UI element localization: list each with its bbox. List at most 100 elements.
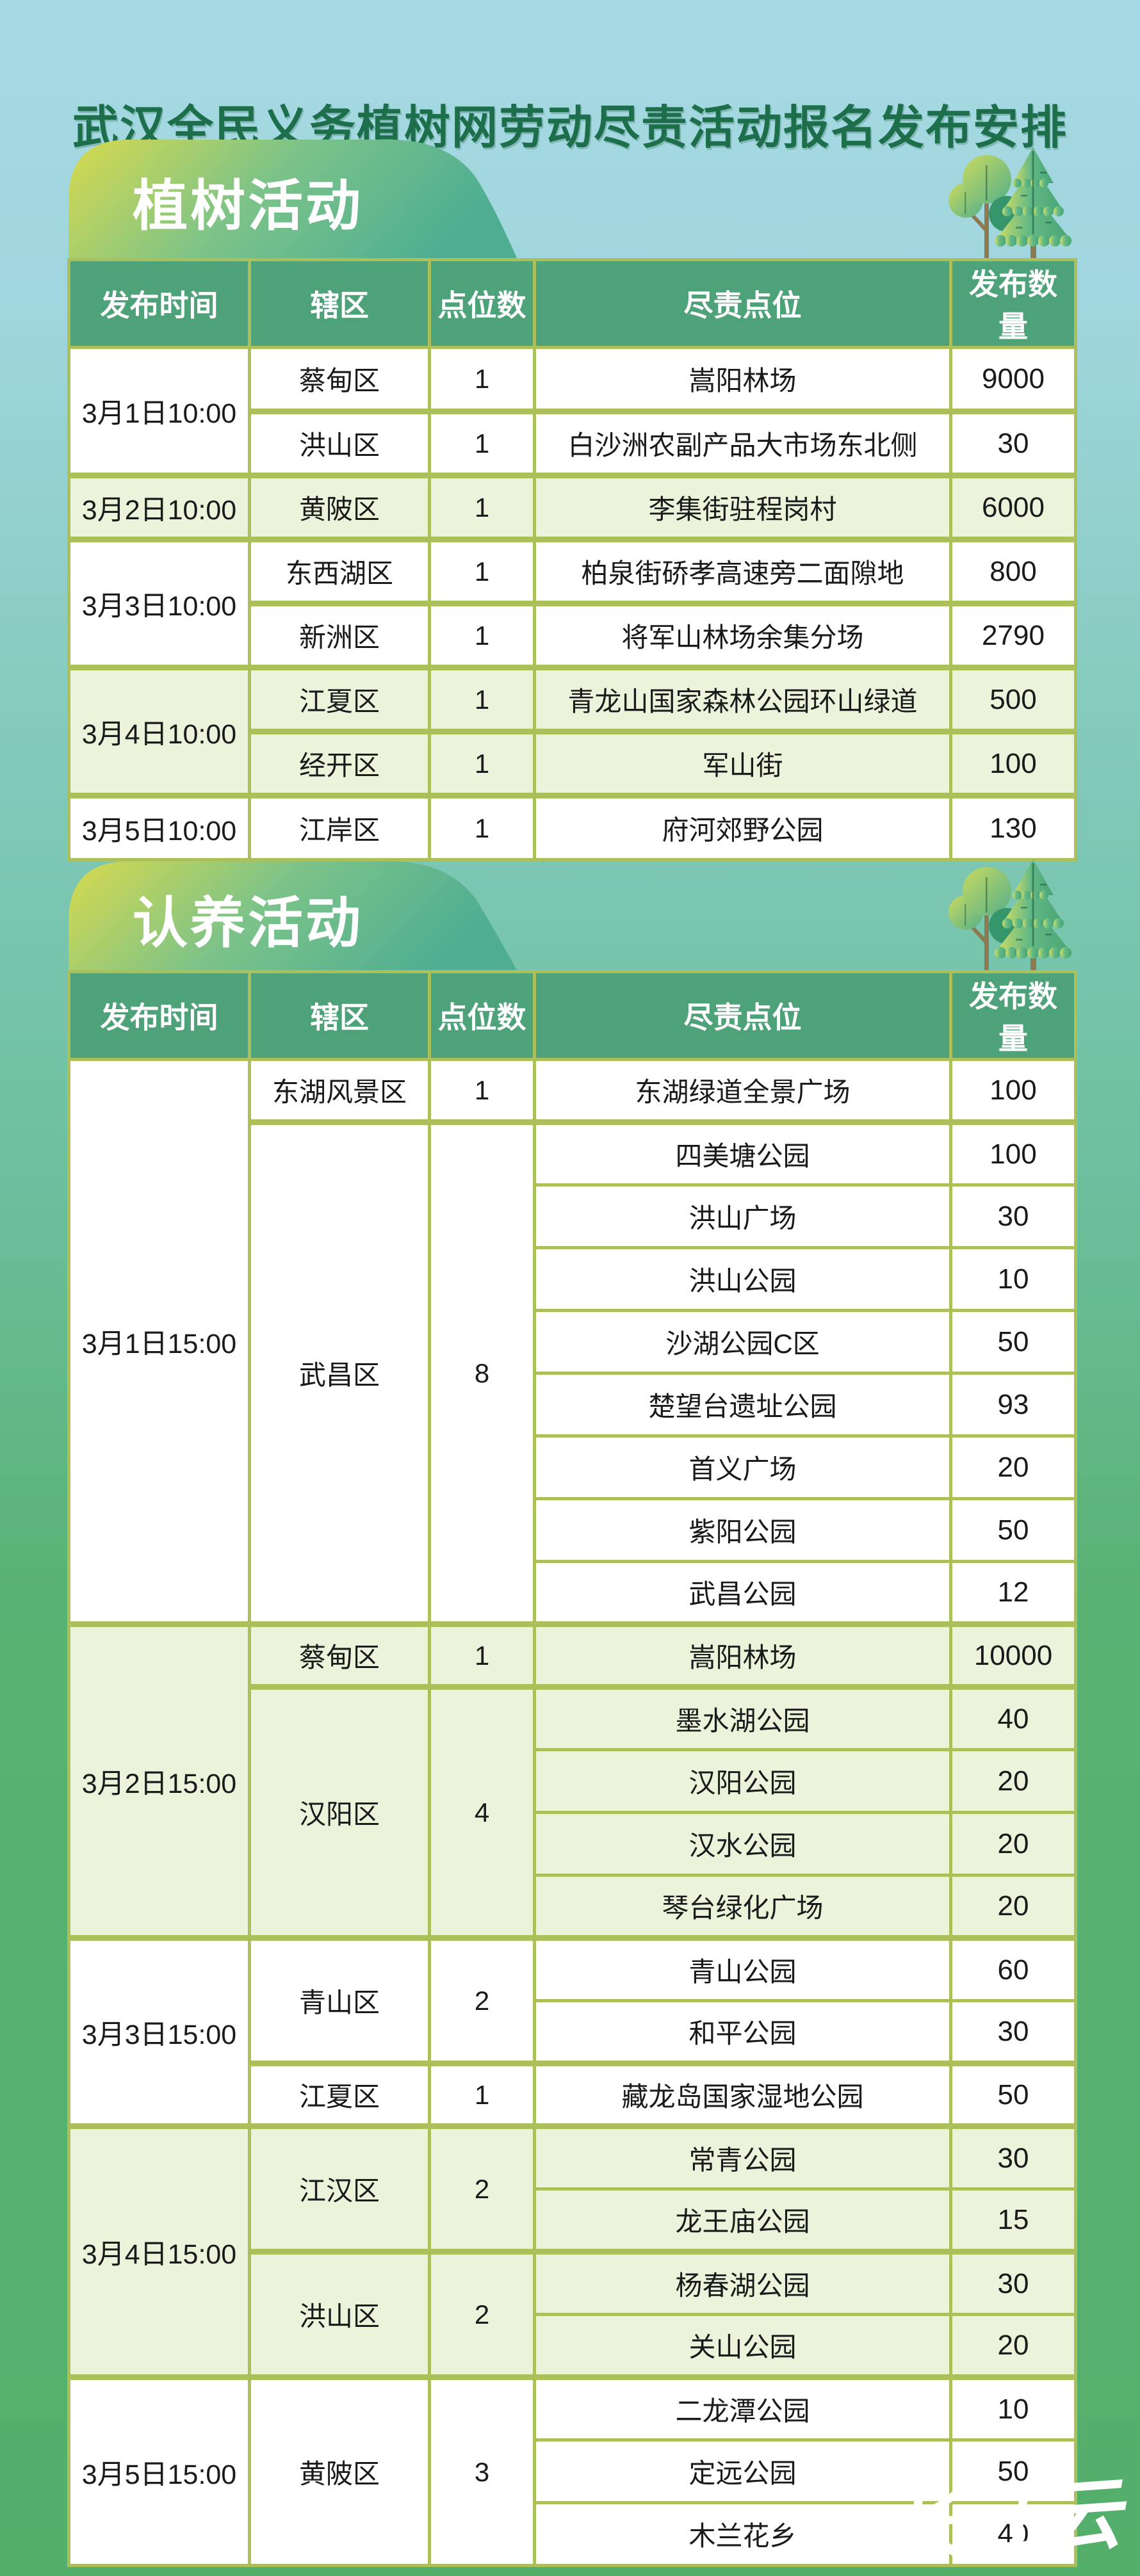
table-row: 3月1日15:00 东湖风景区 1 东湖绿道全景广场 100 (67, 1058, 1077, 1626)
cell-release-quantity: 100 (949, 1119, 1077, 1187)
cell-duty-site: 武昌公园 (533, 1560, 952, 1626)
table-row: 江夏区 1 藏龙岛国家湿地公园 50 (69, 2061, 1077, 2128)
cell-release-time: 3月1日15:00 (67, 1058, 251, 1626)
column-header: 辖区 (248, 970, 431, 1061)
table-row: 洪山区 2 杨春湖公园 30 (69, 2249, 1077, 2379)
cell-release-quantity: 30 (949, 2249, 1077, 2316)
table-row: 经开区 1 军山街 100 (69, 729, 1077, 797)
cell-release-quantity: 50 (949, 1309, 1077, 1375)
cell-release-quantity: 60 (949, 1935, 1077, 2002)
cell-release-time: 3月3日10:00 (67, 537, 251, 669)
cell-points-count: 1 (428, 537, 536, 605)
table-row: 新洲区 1 将军山林场余集分场 2790 (69, 601, 1077, 669)
table-row: 汉阳公园 20 (69, 1748, 1077, 1814)
badge-shape (69, 140, 517, 258)
cell-duty-site: 东湖绿道全景广场 (533, 1058, 952, 1124)
cell-district: 青山区 (248, 1935, 431, 2065)
cell-district: 经开区 (248, 729, 431, 797)
cell-duty-site: 木兰花乡 (533, 2501, 952, 2567)
cell-duty-site: 沙湖公园C区 (533, 1309, 952, 1375)
cell-points-count: 1 (428, 2061, 536, 2128)
cell-points-count: 1 (428, 729, 536, 797)
cell-release-quantity: 12 (949, 1560, 1077, 1626)
cell-district: 江岸区 (248, 793, 431, 861)
cell-release-quantity: 9000 (949, 346, 1077, 413)
cell-duty-site: 墨水湖公园 (533, 1684, 952, 1751)
cell-release-time: 3月4日10:00 (67, 665, 251, 797)
cell-district: 江夏区 (248, 665, 431, 733)
cell-district: 东西湖区 (248, 537, 431, 605)
table-row: 木兰花乡 40 (69, 2501, 1077, 2567)
table-row: 关山公园 20 (69, 2313, 1077, 2379)
table-row: 3月3日15:00 青山区 2 青山公园 60 (67, 1935, 1077, 2128)
column-header: 尽责点位 (533, 970, 952, 1061)
cell-duty-site: 嵩阳林场 (533, 1621, 952, 1689)
column-header: 点位数 (428, 258, 536, 349)
cell-release-quantity: 500 (949, 665, 1077, 733)
cell-points-count: 1 (428, 1621, 536, 1689)
cell-district: 江夏区 (248, 2061, 431, 2128)
table-row: 3月5日15:00 黄陂区 3 二龙潭公园 10 (67, 2374, 1077, 2567)
cell-points-count: 2 (428, 2123, 536, 2253)
table-row: 3月2日10:00 黄陂区 1 李集街驻程岗村 6000 (67, 473, 1077, 541)
cell-release-quantity: 40 (949, 2501, 1077, 2567)
cell-district: 新洲区 (248, 601, 431, 669)
trees-illustration (949, 147, 1071, 260)
cell-release-quantity: 100 (949, 729, 1077, 797)
table-row: 楚望台遗址公园 93 (69, 1372, 1077, 1438)
table-row: 武昌公园 12 (69, 1560, 1077, 1626)
header-row: 发布时间 辖区 点位数 尽责点位 发布数量 (67, 258, 1077, 349)
table-row: 琴台绿化广场 20 (69, 1874, 1077, 1940)
cell-release-quantity: 30 (949, 1999, 1077, 2065)
table-row: 洪山广场 30 (69, 1183, 1077, 1249)
cell-points-count: 2 (428, 2249, 536, 2379)
planting-table: 发布时间 辖区 点位数 尽责点位 发布数量 3月1日10:00 蔡甸区 1 嵩阳林场 9000 洪山… (67, 258, 1077, 861)
cell-district: 蔡甸区 (248, 346, 431, 413)
tree-trunk (984, 903, 989, 972)
cell-points-count: 1 (428, 665, 536, 733)
cell-release-quantity: 20 (949, 1874, 1077, 1940)
table-row: 洪山区 1 白沙洲农副产品大市场东北侧 30 (69, 409, 1077, 477)
cell-duty-site: 首义广场 (533, 1434, 952, 1500)
cell-release-quantity: 20 (949, 2313, 1077, 2379)
cell-release-time: 3月3日15:00 (67, 1935, 251, 2128)
cell-release-quantity: 10000 (949, 1621, 1077, 1689)
cell-release-quantity: 130 (949, 793, 1077, 861)
cell-points-count: 1 (428, 601, 536, 669)
cell-release-time: 3月2日10:00 (67, 473, 251, 541)
header-row: 发布时间 辖区 点位数 尽责点位 发布数量 (67, 970, 1077, 1061)
section-badge-label: 植树活动 (133, 175, 363, 237)
cell-district: 武昌区 (248, 1119, 431, 1626)
table-row: 3月5日10:00 江岸区 1 府河郊野公园 130 (67, 793, 1077, 861)
column-header: 发布数量 (949, 258, 1077, 349)
cell-release-quantity: 50 (949, 2061, 1077, 2128)
column-header: 发布时间 (67, 970, 251, 1061)
cell-duty-site: 府河郊野公园 (533, 793, 952, 861)
cell-duty-site: 紫阳公园 (533, 1497, 952, 1563)
cell-points-count: 8 (428, 1119, 536, 1626)
table-row: 紫阳公园 50 (69, 1497, 1077, 1563)
cell-release-quantity: 800 (949, 537, 1077, 605)
cell-release-time: 3月5日10:00 (67, 793, 251, 861)
cell-district: 江汉区 (248, 2123, 431, 2253)
cell-duty-site: 李集街驻程岗村 (533, 473, 952, 541)
cell-duty-site: 洪山广场 (533, 1183, 952, 1249)
cell-release-quantity: 30 (949, 2123, 1077, 2191)
table-row: 汉阳区 4 墨水湖公园 40 (69, 1684, 1077, 1940)
cell-duty-site: 关山公园 (533, 2313, 952, 2379)
column-header: 辖区 (248, 258, 431, 349)
cell-release-quantity: 6000 (949, 473, 1077, 541)
cell-duty-site: 常青公园 (533, 2123, 952, 2191)
column-header: 发布数量 (949, 970, 1077, 1061)
tree-trunk (984, 191, 989, 260)
column-header: 尽责点位 (533, 258, 952, 349)
cell-release-quantity: 30 (949, 1183, 1077, 1249)
cell-release-time: 3月5日15:00 (67, 2374, 251, 2567)
cell-duty-site: 楚望台遗址公园 (533, 1372, 952, 1438)
cell-points-count: 2 (428, 1935, 536, 2065)
cell-duty-site: 二龙潭公园 (533, 2374, 952, 2442)
cell-duty-site: 军山街 (533, 729, 952, 797)
cell-release-time: 3月4日15:00 (67, 2123, 251, 2379)
cell-duty-site: 定远公园 (533, 2438, 952, 2504)
cell-release-quantity: 20 (949, 1748, 1077, 1814)
